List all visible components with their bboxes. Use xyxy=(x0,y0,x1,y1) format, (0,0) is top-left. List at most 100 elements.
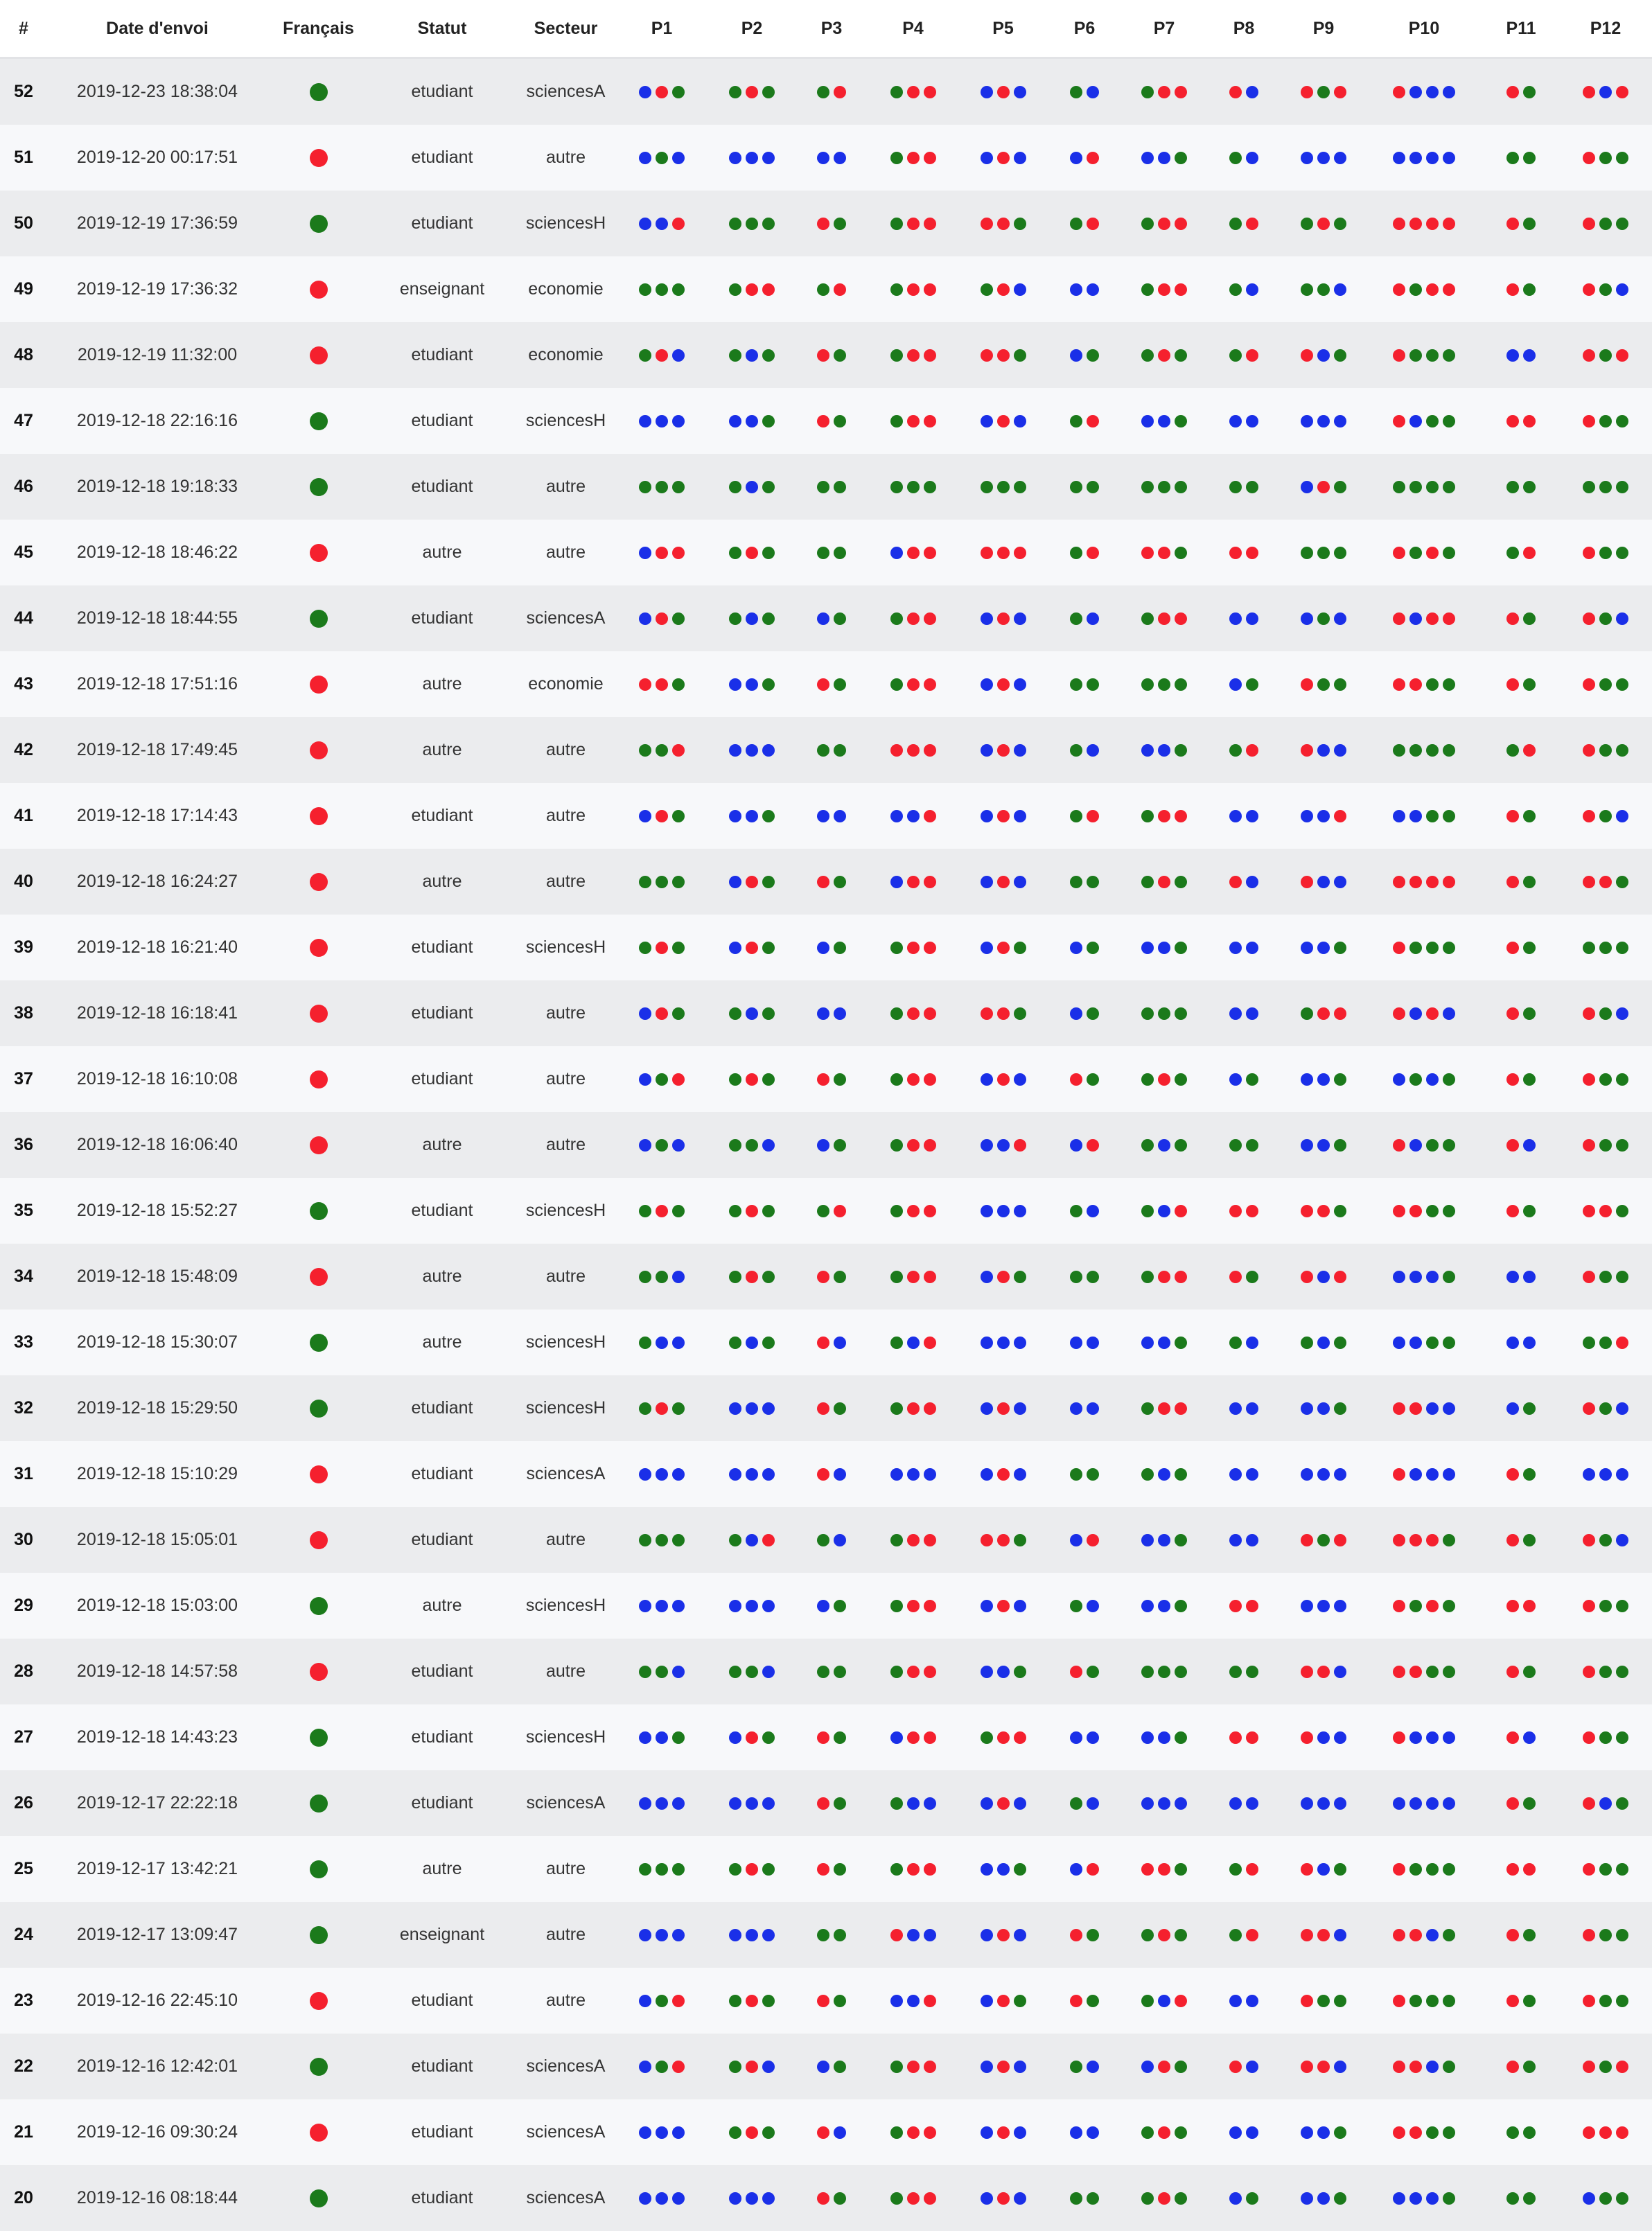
col-header-secteur[interactable]: Secteur xyxy=(515,0,617,58)
p11-answers xyxy=(1483,1178,1559,1244)
p2-answers xyxy=(707,2165,797,2231)
p3-answers xyxy=(797,1244,866,1310)
answer-dot xyxy=(924,1337,936,1349)
p2-answers xyxy=(707,322,797,388)
col-header-p9[interactable]: P9 xyxy=(1282,0,1365,58)
col-header-p8[interactable]: P8 xyxy=(1206,0,1282,58)
answer-dot xyxy=(1599,942,1612,954)
answer-dot xyxy=(817,1139,829,1152)
answer-dot xyxy=(1301,810,1313,822)
answer-dot xyxy=(1070,283,1082,296)
answer-dot xyxy=(1583,86,1595,98)
answer-dot xyxy=(1014,810,1026,822)
answer-dot xyxy=(1393,1600,1405,1612)
col-header-number[interactable]: # xyxy=(0,0,47,58)
francais-cell xyxy=(267,1178,369,1244)
p7-answers xyxy=(1123,1573,1206,1639)
col-header-p11[interactable]: P11 xyxy=(1483,0,1559,58)
secteur-value: sciencesA xyxy=(515,2099,617,2165)
answer-dot xyxy=(1301,283,1313,296)
col-header-statut[interactable]: Statut xyxy=(369,0,515,58)
col-header-francais[interactable]: Français xyxy=(267,0,369,58)
answer-dot xyxy=(1175,1271,1187,1283)
answer-dot xyxy=(1409,1205,1422,1217)
submission-date: 2019-12-18 15:29:50 xyxy=(47,1375,267,1441)
col-header-p6[interactable]: P6 xyxy=(1046,0,1123,58)
answer-dot xyxy=(639,2126,651,2139)
answer-dot xyxy=(924,1600,936,1612)
answer-dot xyxy=(834,1007,846,1020)
p7-answers xyxy=(1123,1639,1206,1704)
answer-dot xyxy=(672,481,685,493)
col-header-p4[interactable]: P4 xyxy=(866,0,960,58)
answer-dot xyxy=(907,678,920,691)
statut-value: etudiant xyxy=(369,1441,515,1507)
p10-answers xyxy=(1365,1046,1483,1112)
answer-dot xyxy=(1393,2061,1405,2073)
p5-answers xyxy=(960,1639,1046,1704)
col-header-p10[interactable]: P10 xyxy=(1365,0,1483,58)
answer-dot xyxy=(1426,1995,1439,2007)
p12-answers xyxy=(1559,1573,1652,1639)
answer-dot xyxy=(1175,1139,1187,1152)
answer-dot xyxy=(1014,612,1026,625)
answer-dot xyxy=(1599,2126,1612,2139)
secteur-value: autre xyxy=(515,125,617,191)
statut-value: autre xyxy=(369,520,515,585)
col-header-p5[interactable]: P5 xyxy=(960,0,1046,58)
answer-dot xyxy=(1599,1666,1612,1678)
answer-dot xyxy=(1393,415,1405,427)
answer-dot xyxy=(1443,1995,1455,2007)
answer-dot xyxy=(1317,283,1330,296)
answer-dot xyxy=(981,876,993,888)
answer-dot xyxy=(1014,1139,1026,1152)
p8-answers xyxy=(1206,322,1282,388)
p7-answers xyxy=(1123,1310,1206,1375)
answer-dot xyxy=(1158,1731,1170,1744)
answer-dot xyxy=(924,218,936,230)
answer-dot xyxy=(1599,876,1612,888)
p10-answers xyxy=(1365,1704,1483,1770)
answer-dot xyxy=(746,218,758,230)
answer-dot xyxy=(1409,1600,1422,1612)
answer-dot xyxy=(1087,1007,1099,1020)
row-number: 34 xyxy=(0,1244,47,1310)
p4-answers xyxy=(866,980,960,1046)
answer-dot xyxy=(1087,218,1099,230)
answer-dot xyxy=(1393,2126,1405,2139)
answer-dot xyxy=(1409,86,1422,98)
p1-answers xyxy=(617,1836,707,1902)
francais-cell xyxy=(267,1704,369,1770)
secteur-value: autre xyxy=(515,783,617,849)
col-header-p7[interactable]: P7 xyxy=(1123,0,1206,58)
answer-dot xyxy=(834,678,846,691)
answer-dot xyxy=(1158,1271,1170,1283)
answer-dot xyxy=(981,2126,993,2139)
francais-cell xyxy=(267,1375,369,1441)
answer-dot xyxy=(1506,1468,1519,1481)
col-header-p3[interactable]: P3 xyxy=(797,0,866,58)
answer-dot xyxy=(1014,349,1026,362)
francais-status-dot xyxy=(310,2189,328,2207)
col-header-date[interactable]: Date d'envoi xyxy=(47,0,267,58)
p2-answers xyxy=(707,1639,797,1704)
answer-dot xyxy=(1087,152,1099,164)
col-header-p2[interactable]: P2 xyxy=(707,0,797,58)
answer-dot xyxy=(639,1402,651,1415)
answer-dot xyxy=(1334,1534,1346,1546)
answer-dot xyxy=(1175,1666,1187,1678)
p9-answers xyxy=(1282,915,1365,980)
answer-dot xyxy=(762,547,775,559)
answer-dot xyxy=(1246,415,1258,427)
answer-dot xyxy=(1141,612,1154,625)
answer-dot xyxy=(1175,218,1187,230)
p1-answers xyxy=(617,1968,707,2034)
answer-dot xyxy=(1583,1205,1595,1217)
answer-dot xyxy=(1506,2126,1519,2139)
col-header-p1[interactable]: P1 xyxy=(617,0,707,58)
col-header-p12[interactable]: P12 xyxy=(1559,0,1652,58)
answer-dot xyxy=(1175,283,1187,296)
answer-dot xyxy=(1334,1271,1346,1283)
p9-answers xyxy=(1282,2165,1365,2231)
